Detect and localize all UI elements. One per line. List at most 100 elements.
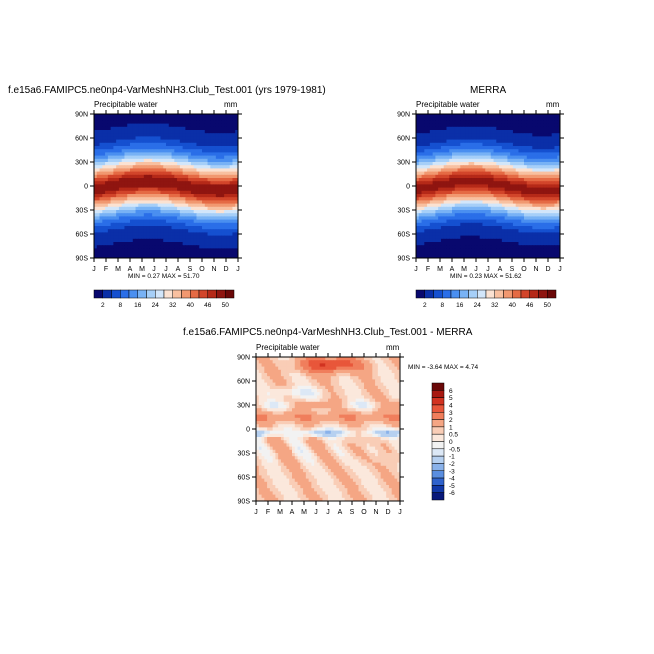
x-tick-label: J [486,266,490,273]
colorbar-label: 24 [474,302,482,309]
colorbar-box [431,412,445,420]
colorbar-label: 16 [134,302,142,309]
colorbar-box [468,289,478,299]
x-tick-label: J [414,266,418,273]
y-tick-label: 90N [237,355,250,362]
x-tick-label: J [314,509,318,516]
colorbar-box [431,492,445,501]
y-tick-label: 60N [237,379,250,386]
colorbar-box [216,289,226,299]
panel1-units-label: mm [224,100,238,109]
y-tick-label: 30S [238,451,251,458]
y-tick-label: 60N [397,136,410,143]
colorbar-box [128,289,138,299]
colorbar-box [431,404,445,413]
colorbar-box [190,289,200,299]
x-tick-label: J [558,266,562,273]
y-tick-label: 60N [75,136,88,143]
x-tick-label: A [290,509,295,516]
colorbar-label: 8 [440,302,444,309]
colorbar-label: 8 [118,302,122,309]
x-tick-label: M [301,509,307,516]
x-tick-label: M [461,266,467,273]
colorbar-box [529,289,539,299]
x-tick-label: A [498,266,503,273]
colorbar-box [431,390,445,398]
panel3-stats: MIN = -3.64 MAX = 4.74 [408,364,479,371]
x-tick-label: M [277,509,283,516]
y-tick-label: 30S [76,208,89,215]
x-tick-label: J [474,266,478,273]
colorbar-label: -3 [449,468,455,475]
colorbar-box [503,289,513,299]
colorbar-label: 6 [449,388,453,395]
colorbar-box [102,289,112,299]
colorbar-box [547,289,557,299]
y-tick-label: 0 [246,427,250,434]
x-tick-label: O [199,266,205,273]
colorbar-box [442,289,452,299]
y-tick-label: 60S [398,232,411,239]
x-tick-label: J [398,509,402,516]
colorbar-label: 16 [456,302,464,309]
x-tick-label: N [373,509,378,516]
y-tick-label: 0 [84,184,88,191]
x-tick-label: J [236,266,240,273]
colorbar-box [431,477,445,486]
x-tick-label: M [139,266,145,273]
colorbar-box [181,289,191,299]
colorbar-box [459,289,469,299]
colorbar-box [431,433,445,442]
colorbar-box [538,289,548,299]
colorbar-box [433,289,443,299]
x-tick-label: A [338,509,343,516]
colorbar-box [111,289,121,299]
colorbar-box [431,426,445,435]
x-tick-label: J [152,266,156,273]
x-tick-label: S [510,266,515,273]
colorbar-box [431,382,445,391]
y-tick-label: 30N [75,160,88,167]
x-tick-label: N [533,266,538,273]
colorbar-box [494,289,504,299]
colorbar-box [431,397,445,406]
colorbar-label: 2 [101,302,105,309]
colorbar-label: 0 [449,439,453,446]
colorbar-label: -5 [449,483,455,490]
y-tick-label: 90S [238,499,251,506]
x-tick-label: S [188,266,193,273]
colorbar-box [415,289,425,299]
x-tick-label: J [254,509,258,516]
panel2-colorbar: 2 8 16 24 32 40 46 50 [415,289,557,309]
colorbar-label: -1 [449,454,455,461]
colorbar-box [137,289,147,299]
colorbar-label: -6 [449,490,455,497]
colorbar-label: -0.5 [449,446,461,453]
colorbar-box [172,289,182,299]
colorbar-label: 3 [449,410,453,417]
colorbar-label: 32 [169,302,177,309]
x-tick-label: J [164,266,168,273]
colorbar-label: 5 [449,395,453,402]
panel3-title: f.e15a6.FAMIPC5.ne0np4-VarMeshNH3.Club_T… [183,327,473,338]
y-tick-label: 30N [397,160,410,167]
colorbar-label: -2 [449,461,455,468]
colorbar-box [163,289,173,299]
x-tick-label: F [426,266,430,273]
colorbar-box [512,289,522,299]
y-tick-label: 0 [406,184,410,191]
y-tick-label: 30N [237,403,250,410]
x-tick-label: D [223,266,228,273]
colorbar-label: 24 [152,302,160,309]
x-tick-label: F [266,509,270,516]
colorbar-box [424,289,434,299]
x-tick-label: N [211,266,216,273]
colorbar-label: 4 [449,402,453,409]
colorbar-box [431,441,445,450]
colorbar-box [431,485,445,493]
colorbar-label: 46 [204,302,212,309]
y-tick-label: 90S [398,256,411,263]
colorbar-box [431,419,445,428]
